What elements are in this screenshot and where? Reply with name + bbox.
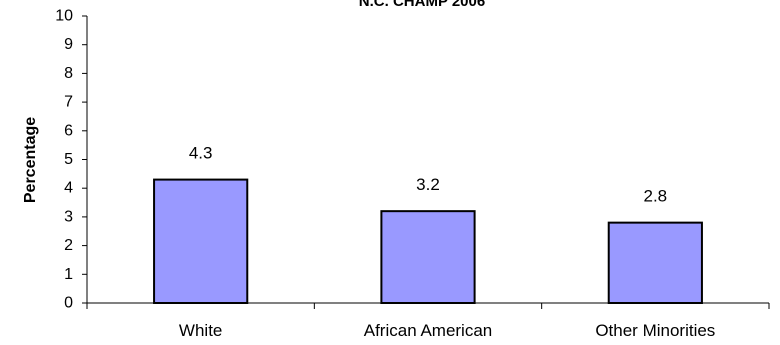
bar xyxy=(153,178,249,304)
data-label: 2.8 xyxy=(644,187,668,206)
y-tick-label: 5 xyxy=(64,151,73,168)
bar-series xyxy=(153,178,703,304)
category-label: Other Minorities xyxy=(595,321,715,340)
category-label: African American xyxy=(364,321,493,340)
data-label: 3.2 xyxy=(416,175,440,194)
bar xyxy=(380,210,476,304)
y-axis-ticks: 0 1 2 3 4 5 6 7 8 9 10 xyxy=(55,8,87,312)
y-tick-label: 10 xyxy=(55,8,73,25)
data-labels: 4.3 3.2 2.8 xyxy=(189,144,667,206)
y-tick-label: 7 xyxy=(64,94,73,111)
y-tick-label: 1 xyxy=(64,266,73,283)
y-tick-label: 3 xyxy=(64,208,73,225)
data-label: 4.3 xyxy=(189,144,213,163)
y-tick-label: 6 xyxy=(64,122,73,139)
chart-title: N.C. CHAMP 2006 xyxy=(359,0,485,10)
y-tick-label: 0 xyxy=(64,295,73,312)
category-labels: White African American Other Minorities xyxy=(179,321,715,340)
category-label: White xyxy=(179,321,222,340)
bar xyxy=(607,221,703,304)
y-tick-label: 9 xyxy=(64,36,73,53)
y-tick-label: 4 xyxy=(64,180,73,197)
y-axis-label: Percentage xyxy=(22,117,39,203)
y-tick-label: 8 xyxy=(64,65,73,82)
x-axis-ticks xyxy=(86,303,770,309)
y-tick-label: 2 xyxy=(64,237,73,254)
